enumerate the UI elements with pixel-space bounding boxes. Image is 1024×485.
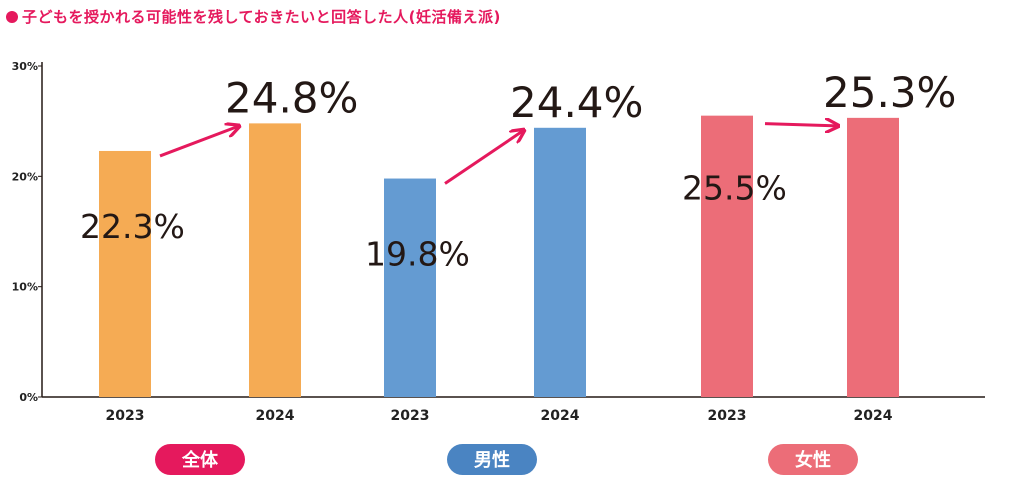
data-label: 24.8%: [225, 73, 358, 122]
bar-3-2024: [847, 117, 899, 398]
category-pill: [768, 444, 858, 475]
chart-title: 子どもを授かれる可能性を残しておきたいと回答した人(妊活備え派): [22, 8, 501, 26]
category-pill: [447, 444, 537, 475]
bar-2-2023: [384, 178, 436, 397]
data-label: 25.3%: [823, 68, 956, 117]
data-label: 24.4%: [510, 78, 643, 127]
y-tick-label: 30%: [12, 60, 38, 73]
bar-2-2024: [534, 127, 586, 397]
bar-3-2023: [701, 115, 753, 398]
chart-title-row: 子どもを授かれる可能性を残しておきたいと回答した人(妊活備え派): [6, 6, 501, 27]
category-label: 男性: [474, 449, 510, 471]
category-label: 女性: [795, 449, 831, 471]
trend-arrow-icon: [764, 124, 837, 126]
title-bullet-icon: [6, 10, 18, 23]
x-tick-label: 2023: [106, 408, 145, 424]
bar-1-2023: [99, 150, 151, 397]
trend-arrow-icon: [444, 131, 523, 185]
x-tick-label: 2024: [256, 408, 295, 424]
x-tick-label: 2024: [541, 408, 580, 424]
data-label: 19.8%: [365, 235, 470, 274]
y-tick-label: 20%: [12, 170, 38, 183]
y-tick-label: 0%: [19, 391, 38, 404]
x-tick-label: 2023: [391, 408, 430, 424]
x-tick-label: 2023: [708, 408, 747, 424]
trend-arrow-icon: [159, 126, 238, 158]
category-pill: [155, 444, 245, 475]
x-tick-label: 2024: [854, 408, 893, 424]
category-label: 全体: [181, 449, 219, 471]
data-label: 22.3%: [80, 207, 185, 246]
y-tick-label: 10%: [12, 281, 38, 294]
data-label: 25.5%: [682, 169, 787, 208]
bar-1-2024: [249, 123, 301, 397]
